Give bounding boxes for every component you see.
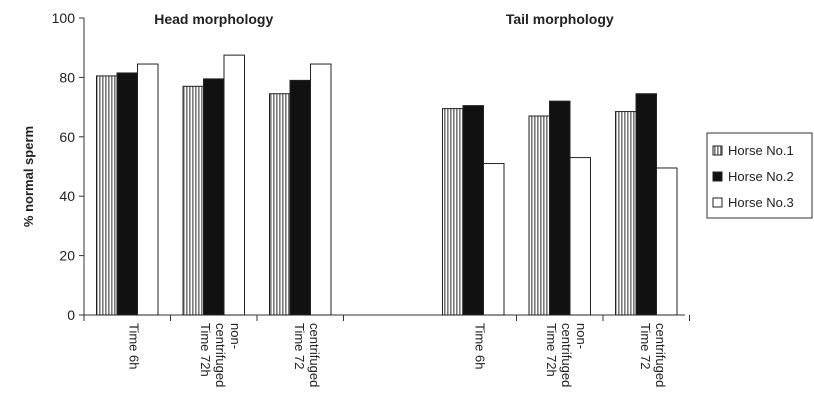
- legend-label: Horse No.1: [728, 143, 794, 158]
- legend-box: [706, 132, 813, 219]
- x-tick-label: Time 6h: [126, 323, 141, 369]
- y-tick-label: 40: [59, 188, 75, 204]
- bar: [96, 75, 118, 316]
- bar: [310, 63, 332, 316]
- bar: [462, 105, 484, 316]
- bar: [269, 93, 291, 316]
- bar: [203, 78, 225, 316]
- bar: [615, 111, 637, 316]
- bar: [182, 85, 204, 316]
- bar: [289, 79, 311, 316]
- bar: [223, 54, 245, 316]
- y-tick-label: 0: [67, 307, 75, 323]
- axes: [79, 17, 690, 321]
- y-tick-label: 60: [59, 129, 75, 145]
- bar: [137, 63, 159, 316]
- x-tick-label: centrifuged: [307, 323, 322, 387]
- bar: [528, 115, 550, 316]
- legend-swatch: [712, 145, 723, 156]
- x-tick-label: Time 6h: [472, 323, 487, 369]
- labels: 0 20 40 60 80 100 % normal sperm Head morpholog…: [21, 10, 668, 387]
- y-tick-label: 100: [52, 10, 76, 26]
- x-tick-label: non-: [574, 323, 589, 349]
- x-tick-label: Time 72: [292, 323, 307, 369]
- x-tick-label: Time 72h: [198, 323, 213, 377]
- legend: Horse No.1 Horse No.2 Horse No.3: [706, 132, 813, 219]
- panel-title: Head morphology: [154, 11, 273, 27]
- x-tick-label: non-: [228, 323, 243, 349]
- x-tick-label: centrifuged: [653, 323, 668, 387]
- bar: [549, 100, 571, 316]
- y-tick-label: 20: [59, 248, 75, 264]
- y-axis-label: % normal sperm: [21, 126, 36, 227]
- bar: [656, 167, 678, 316]
- x-tick-label: centrifuged: [213, 323, 228, 387]
- legend-swatch: [712, 197, 723, 208]
- legend-label: Horse No.2: [728, 169, 794, 184]
- legend-swatch: [712, 171, 723, 182]
- bar: [483, 163, 505, 316]
- y-tick-label: 80: [59, 69, 75, 85]
- x-tick-label: centrifuged: [559, 323, 574, 387]
- x-tick-label: Time 72: [638, 323, 653, 369]
- bar: [635, 93, 657, 316]
- legend-label: Horse No.3: [728, 195, 794, 210]
- bar: [116, 72, 138, 316]
- bars: [96, 54, 678, 316]
- bar: [442, 108, 464, 316]
- bar: [569, 157, 591, 316]
- panel-title: Tail morphology: [506, 11, 614, 27]
- x-tick-label: Time 72h: [544, 323, 559, 377]
